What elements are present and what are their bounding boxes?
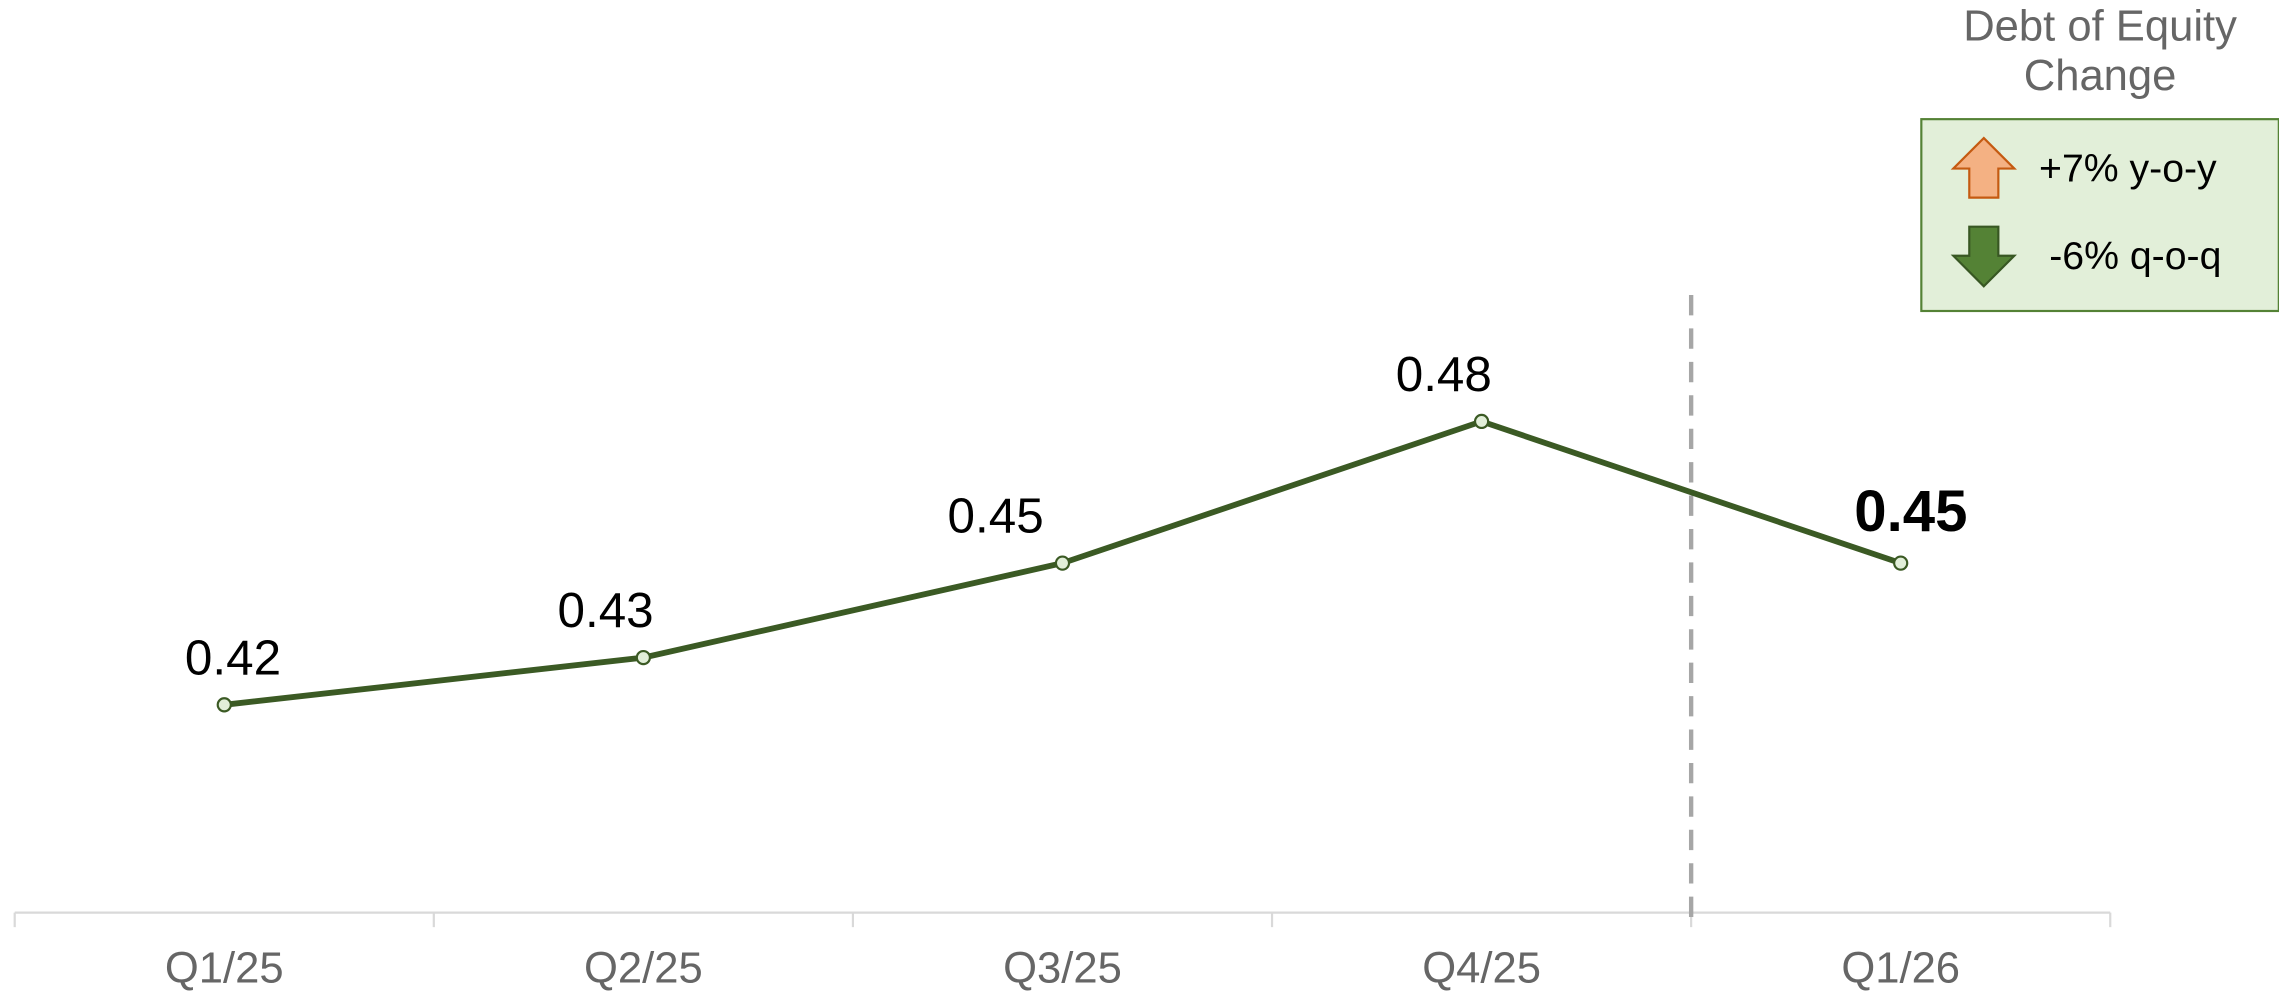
arrow-up xyxy=(1950,136,2017,199)
point xyxy=(635,649,652,666)
x-tick-label: Q4/25 xyxy=(1422,944,1541,992)
point xyxy=(216,697,232,713)
annotation-title: Change xyxy=(2024,52,2177,100)
data-label: 0.48 xyxy=(1396,347,1492,402)
point xyxy=(1054,555,1071,571)
x-tick-label: Q3/25 xyxy=(1003,944,1122,992)
point xyxy=(1893,555,1909,571)
x-tick-label: Q1/25 xyxy=(165,944,284,992)
data-label: 0.42 xyxy=(185,630,281,685)
annotation-item: -6% q-o-q xyxy=(2049,234,2221,278)
x-tick-label: Q2/25 xyxy=(584,944,703,992)
annotation-title: Debt of Equity xyxy=(1963,3,2237,51)
data-label: 0.43 xyxy=(558,583,654,638)
data-label: 0.45 xyxy=(1854,479,1967,544)
annotation-item: +7% y-o-y xyxy=(2039,147,2217,191)
data-label: 0.45 xyxy=(948,489,1044,544)
arrow-down xyxy=(1950,225,2017,288)
x-tick-label: Q1/26 xyxy=(1841,944,1960,992)
point xyxy=(1473,413,1490,430)
